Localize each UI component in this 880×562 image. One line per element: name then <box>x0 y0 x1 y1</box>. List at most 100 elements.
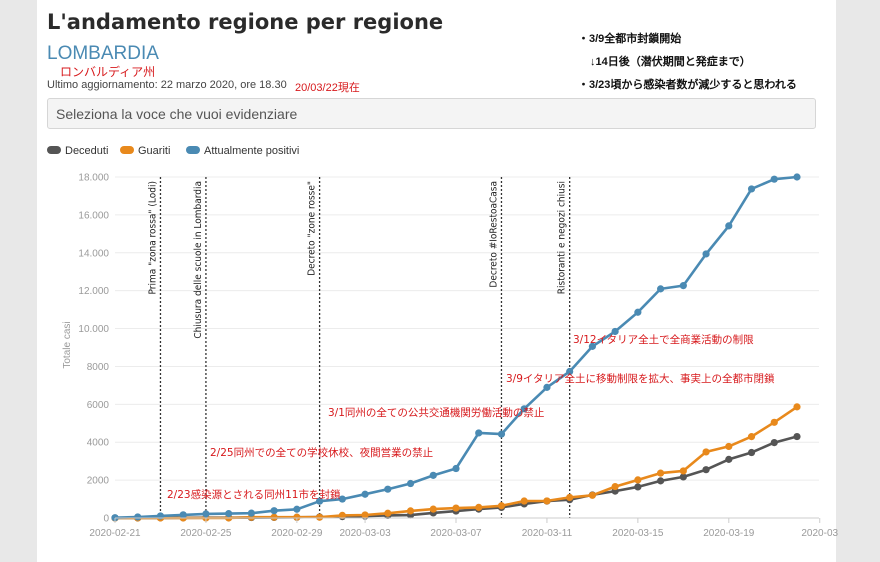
data-point-2-3[interactable] <box>179 511 187 519</box>
last-updated-jp: 20/03/22現在 <box>295 82 360 94</box>
data-point-2-14[interactable] <box>429 471 437 479</box>
data-point-1-14[interactable] <box>429 505 437 513</box>
data-point-2-29[interactable] <box>770 175 778 183</box>
data-point-2-17[interactable] <box>497 430 506 438</box>
data-point-1-18[interactable] <box>520 497 528 505</box>
data-point-1-26[interactable] <box>702 448 710 456</box>
data-point-0-27[interactable] <box>725 455 733 463</box>
data-point-2-5[interactable] <box>225 510 233 518</box>
data-point-2-28[interactable] <box>747 185 756 193</box>
data-point-1-9[interactable] <box>316 513 324 521</box>
event-label-3: Decreto #IoRestoaCasa <box>488 181 499 288</box>
data-point-2-4[interactable] <box>202 510 210 518</box>
data-point-0-23[interactable] <box>634 483 642 491</box>
data-point-1-16[interactable] <box>475 503 483 511</box>
data-point-2-15[interactable] <box>452 464 460 473</box>
data-point-1-12[interactable] <box>384 509 392 517</box>
data-point-1-22[interactable] <box>611 482 619 491</box>
x-tick-label-2: 2020-02-29 <box>271 528 323 539</box>
data-point-1-30[interactable] <box>793 403 801 411</box>
data-point-2-21[interactable] <box>588 342 597 350</box>
region-name: LOMBARDIA <box>47 43 159 64</box>
chart-legend: Deceduti Guariti Attualmente positivi <box>47 145 299 157</box>
data-point-1-17[interactable] <box>497 502 506 510</box>
data-point-1-19[interactable] <box>543 497 551 505</box>
chart-series <box>111 173 801 522</box>
data-point-0-25[interactable] <box>679 473 687 481</box>
data-point-2-25[interactable] <box>679 282 687 290</box>
data-point-1-10[interactable] <box>338 511 346 519</box>
highlight-select-placeholder: Seleziona la voce che vuoi evidenziare <box>56 106 298 122</box>
data-point-2-8[interactable] <box>293 505 301 513</box>
data-point-1-21[interactable] <box>588 491 597 499</box>
data-point-2-13[interactable] <box>406 479 415 488</box>
x-tick-label-8: 2020-03 <box>801 528 838 539</box>
region-name-jp: ロンバルディア州 <box>60 65 156 79</box>
data-point-2-27[interactable] <box>725 222 733 230</box>
data-point-0-30[interactable] <box>793 432 801 441</box>
data-point-2-16[interactable] <box>475 429 483 437</box>
y-tick-label-4: 8000 <box>87 362 110 373</box>
data-point-2-6[interactable] <box>247 509 255 517</box>
data-point-2-30[interactable] <box>793 173 801 181</box>
y-tick-label-9: 18.000 <box>78 173 109 184</box>
legend-label-2: Attualmente positivi <box>204 145 299 157</box>
y-tick-label-1: 2000 <box>87 476 110 487</box>
data-point-1-28[interactable] <box>747 433 756 441</box>
data-point-2-19[interactable] <box>543 383 551 391</box>
event-lines: Prima "zona rossa" (Lodi) Chiusura delle … <box>147 177 571 518</box>
data-point-1-23[interactable] <box>634 476 642 484</box>
data-point-0-24[interactable] <box>657 477 665 485</box>
x-tick-label-6: 2020-03-15 <box>612 528 664 539</box>
x-tick-label-7: 2020-03-19 <box>703 528 755 539</box>
legend-item-0[interactable]: Deceduti <box>47 145 108 157</box>
data-point-0-26[interactable] <box>702 466 710 474</box>
event-label-4: Ristoranti e negozi chiusi <box>557 181 568 294</box>
annotation-3: 3/9イタリア全土に移動制限を拡大、事実上の全都市閉鎖 <box>506 372 775 385</box>
data-point-2-22[interactable] <box>611 327 619 336</box>
data-point-1-13[interactable] <box>406 507 415 515</box>
data-point-0-28[interactable] <box>747 448 756 457</box>
event-label-0: Prima "zona rossa" (Lodi) <box>147 181 158 294</box>
data-point-2-7[interactable] <box>270 507 278 515</box>
data-point-2-24[interactable] <box>657 285 665 293</box>
data-point-1-7[interactable] <box>270 513 278 521</box>
data-point-2-26[interactable] <box>702 250 710 258</box>
data-point-1-25[interactable] <box>679 467 687 475</box>
event-label-2: Decreto "zone rosse" <box>307 181 318 276</box>
note-forecast: ・3/23頃から感染者数が減少すると思われる <box>578 79 797 91</box>
legend-item-1[interactable]: Guariti <box>120 145 170 157</box>
note-lockdown: ・3/9全都市封鎖開始 <box>578 33 682 45</box>
y-tick-label-5: 10.000 <box>78 324 109 335</box>
data-point-2-12[interactable] <box>384 485 392 493</box>
annotation-4: 3/12イタリア全土で全商業活動の制限 <box>573 333 754 346</box>
x-tick-label-3: 2020-03-03 <box>339 528 391 539</box>
annotation-1: 2/25同州での全ての学校休校、夜間営業の禁止 <box>210 446 433 459</box>
data-point-1-27[interactable] <box>725 442 733 451</box>
data-point-1-15[interactable] <box>452 504 460 512</box>
x-tick-label-0: 2020-02-21 <box>89 528 141 539</box>
x-tick-label-5: 2020-03-11 <box>522 528 573 539</box>
data-point-1-11[interactable] <box>361 511 369 519</box>
data-point-0-29[interactable] <box>770 439 778 447</box>
highlight-select[interactable]: Seleziona la voce che vuoi evidenziare <box>47 98 816 129</box>
y-tick-label-2: 4000 <box>87 438 110 449</box>
series-1 <box>111 403 801 522</box>
page-title: L'andamento regione per regione <box>47 10 444 34</box>
data-point-2-18[interactable] <box>520 405 528 413</box>
data-point-2-11[interactable] <box>361 490 369 498</box>
data-point-2-23[interactable] <box>634 308 642 316</box>
legend-item-2[interactable]: Attualmente positivi <box>186 145 299 157</box>
data-point-1-24[interactable] <box>657 469 665 477</box>
data-point-1-20[interactable] <box>566 493 574 502</box>
data-point-2-10[interactable] <box>338 495 346 503</box>
data-point-1-8[interactable] <box>293 513 301 521</box>
x-tick-label-1: 2020-02-25 <box>180 528 232 539</box>
data-point-2-9[interactable] <box>316 497 324 505</box>
note-incubation: ↓14日後（潜伏期間と発症まで） <box>590 56 751 68</box>
data-point-2-1[interactable] <box>134 513 142 521</box>
y-tick-label-0: 0 <box>103 514 109 525</box>
data-point-2-20[interactable] <box>566 367 574 376</box>
data-point-1-29[interactable] <box>770 418 778 426</box>
